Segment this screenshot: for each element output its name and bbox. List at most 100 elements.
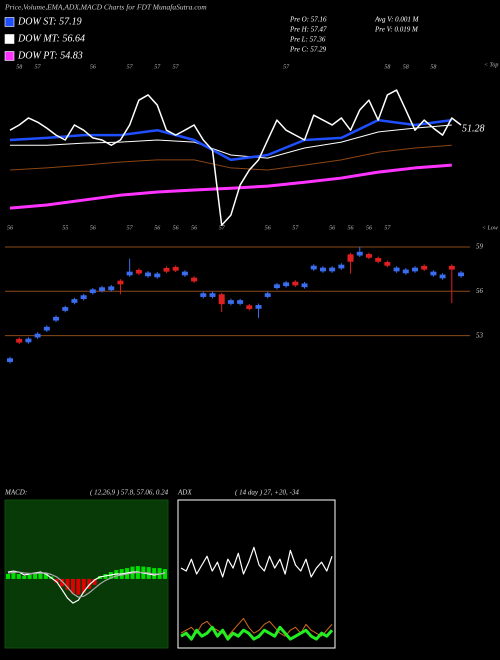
candle-body — [255, 305, 262, 309]
candle-body — [89, 289, 96, 294]
histogram-bar — [16, 574, 21, 579]
candle-body — [246, 305, 253, 310]
candle-body — [365, 254, 372, 258]
high-label: 57 — [283, 64, 290, 70]
line — [180, 617, 333, 637]
low-label: 56 — [7, 225, 13, 231]
low-label: 56 — [154, 225, 160, 231]
candle-body — [264, 293, 271, 297]
high-label: 58 — [403, 64, 409, 70]
stat-text: Pre V: 0.019 M — [374, 26, 419, 34]
legend-label: DOW ST: 57.19 — [17, 16, 82, 27]
candle-body — [402, 269, 409, 274]
y-tick-label: 56 — [476, 287, 484, 295]
candle-body — [384, 262, 391, 266]
candle-body — [43, 326, 50, 331]
line — [9, 89, 462, 226]
candle-body — [108, 286, 115, 291]
candle-body — [154, 273, 161, 278]
candle-body — [209, 293, 216, 297]
histogram-bar — [27, 574, 32, 579]
legend-swatch — [4, 17, 15, 27]
candle-body — [448, 265, 455, 270]
line — [7, 571, 166, 598]
candle-body — [458, 272, 464, 277]
panel-subtitle: ( 12,26,9 ) 57.8, 57.06, 0.24 — [90, 489, 169, 497]
candle-body — [163, 267, 170, 272]
panel-title: MACD: — [4, 489, 27, 497]
high-label: 57 — [127, 64, 134, 70]
histogram-bar — [33, 574, 38, 579]
candle-body — [375, 258, 382, 262]
legend-label: DOW PT: 54.83 — [17, 50, 83, 61]
candle-body — [191, 277, 198, 282]
low-label: 56 — [366, 225, 372, 231]
candle-body — [117, 280, 124, 285]
candle-body — [310, 265, 317, 270]
low-label: 55 — [62, 225, 68, 231]
candle-body — [227, 300, 234, 304]
line — [180, 625, 334, 641]
low-label: 57 — [127, 225, 134, 231]
histogram-bar — [22, 575, 27, 579]
histogram-bar — [65, 578, 70, 590]
end-label: 51.28 — [462, 123, 485, 134]
low-label: 57 — [384, 225, 391, 231]
candle-body — [273, 284, 280, 289]
histogram-bar — [70, 578, 75, 594]
histogram-bar — [43, 574, 48, 579]
high-label: 58 — [430, 64, 436, 70]
candle-body — [237, 300, 244, 304]
high-label: 57 — [173, 64, 180, 70]
candle-body — [421, 265, 428, 270]
low-label: 57 — [292, 225, 299, 231]
histogram-bar — [81, 578, 86, 593]
low-label: 56 — [90, 225, 96, 231]
candle-body — [338, 264, 345, 269]
line — [180, 546, 333, 578]
y-tick-label: 53 — [476, 331, 484, 339]
candle-body — [292, 281, 299, 286]
candle-body — [200, 293, 207, 297]
legend-swatch — [4, 34, 15, 44]
candle-body — [126, 271, 133, 276]
low-label: 56 — [191, 225, 197, 231]
stat-text: Pre L: 57.36 — [289, 36, 326, 44]
candle-body — [356, 251, 363, 256]
stat-text: Pre C: 57.29 — [289, 46, 327, 54]
histogram-bar — [11, 573, 16, 579]
top-label: < Top — [484, 62, 498, 68]
high-label: 57 — [35, 64, 42, 70]
page-title: Price,Volume,EMA,ADX,MACD Charts for FDT… — [4, 3, 207, 12]
candle-body — [319, 267, 326, 272]
panel-title: ADX — [177, 489, 192, 497]
candle-body — [393, 267, 400, 272]
candle-body — [181, 271, 188, 276]
stat-text: Pre H: 57.47 — [289, 26, 327, 34]
low-label: 56 — [348, 225, 354, 231]
candle-body — [347, 254, 354, 262]
line — [9, 163, 452, 210]
high-label: 58 — [16, 64, 22, 70]
candle-body — [135, 269, 142, 274]
candle-body — [16, 338, 23, 343]
candle-body — [283, 282, 290, 287]
stat-text: Avg V: 0.001 M — [374, 16, 420, 24]
candle-body — [218, 294, 225, 305]
legend-label: DOW MT: 56.64 — [17, 33, 85, 44]
ema-panel — [9, 89, 462, 226]
candle-body — [172, 266, 179, 271]
candle-body — [80, 295, 87, 299]
candle-body — [411, 267, 418, 272]
low-label: 56 — [173, 225, 179, 231]
high-label: 56 — [90, 64, 96, 70]
histogram-bar — [54, 578, 59, 583]
legend-swatch — [4, 51, 15, 61]
adx-panel — [177, 499, 336, 649]
candle-body — [439, 274, 446, 279]
low-label: 57 — [219, 225, 226, 231]
stat-text: Pre O: 57.16 — [289, 16, 327, 24]
candle-body — [430, 271, 437, 276]
